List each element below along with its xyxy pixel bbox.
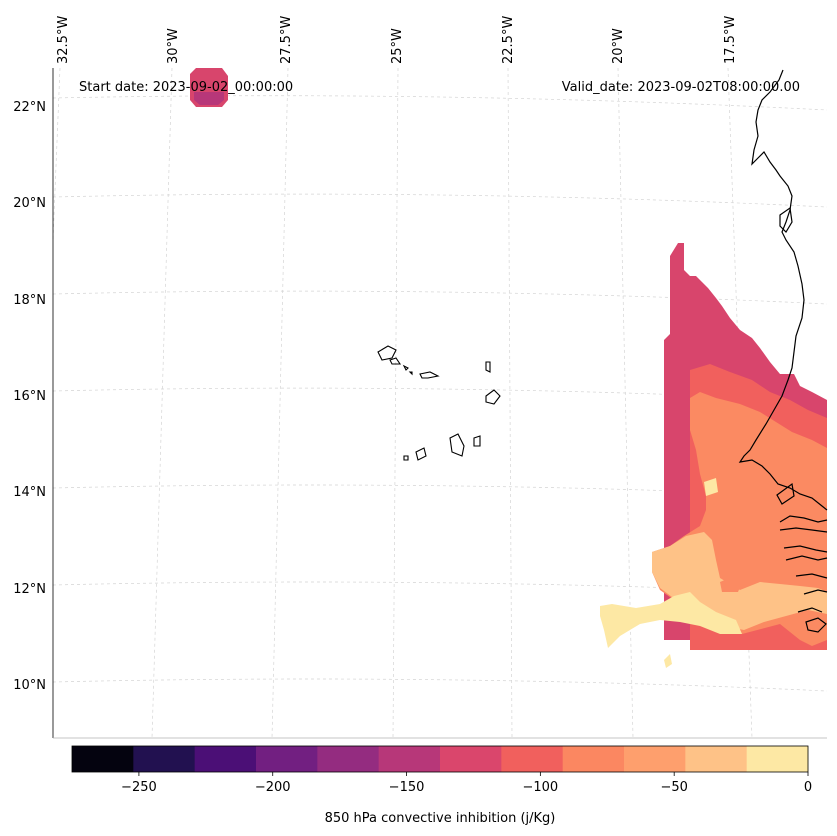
valid-date-text: Valid_date: 2023-09-02T08:00:00.00 <box>562 80 800 95</box>
longitude-labels: 32.5°W 30°W 27.5°W 25°W 22.5°W 20°W 17.5… <box>56 16 738 64</box>
colorbar-segment <box>194 746 257 772</box>
colorbar-tick-label: 0 <box>804 780 812 795</box>
colorbar-segment <box>562 746 625 772</box>
colorbar-segment <box>685 746 748 772</box>
colorbar-segment <box>317 746 380 772</box>
colorbar: −250 −200 −150 −100 −50 0 <box>71 745 812 795</box>
cin-hole-light <box>720 576 742 592</box>
start-date-text: Start date: 2023-09-02_00:00:00 <box>79 80 293 95</box>
colorbar-segment <box>746 746 809 772</box>
cape-verde-islands <box>377 345 501 461</box>
colorbar-segment <box>624 746 686 772</box>
map-area <box>52 67 828 739</box>
colorbar-tick-label: −200 <box>255 780 291 795</box>
lat-label-22n: 22°N <box>13 100 46 115</box>
colorbar-segment <box>378 746 441 772</box>
cin-blob-pale-east <box>704 478 718 496</box>
lon-label-22-5w: 22.5°W <box>501 16 516 64</box>
lon-label-30w: 30°W <box>166 28 181 64</box>
lat-label-14n: 14°N <box>13 485 46 500</box>
colorbar-tick-label: −250 <box>121 780 157 795</box>
colorbar-label: 850 hPa convective inhibition (j/Kg) <box>325 811 556 826</box>
colorbar-tick-label: −50 <box>660 780 687 795</box>
lon-label-17-5w: 17.5°W <box>723 16 738 64</box>
lat-label-10n: 10°N <box>13 678 46 693</box>
cin-blob-north-core <box>194 92 224 105</box>
cin-region-pale-yellow <box>600 592 742 648</box>
colorbar-segment <box>256 746 318 772</box>
colorbar-segment <box>440 746 502 772</box>
lon-label-27-5w: 27.5°W <box>279 16 294 64</box>
colorbar-frame <box>71 745 809 773</box>
cin-field <box>190 68 827 668</box>
colorbar-segment <box>133 746 196 772</box>
lat-label-12n: 12°N <box>13 582 46 597</box>
lat-label-20n: 20°N <box>13 196 46 211</box>
lon-label-25w: 25°W <box>390 28 405 64</box>
colorbar-tick-label: −100 <box>523 780 559 795</box>
africa-coastline <box>738 69 828 511</box>
lon-label-20w: 20°W <box>611 28 626 64</box>
lon-label-32-5w: 32.5°W <box>56 16 71 64</box>
colorbar-segment <box>501 746 564 772</box>
lat-label-16n: 16°N <box>13 389 46 404</box>
cin-blob-pale-small <box>664 654 672 668</box>
coastlines <box>738 69 828 633</box>
colorbar-tick-label: −150 <box>389 780 425 795</box>
colorbar-segment <box>72 746 134 772</box>
latitude-labels: 22°N 20°N 18°N 16°N 14°N 12°N 10°N <box>13 100 46 693</box>
lat-label-18n: 18°N <box>13 293 46 308</box>
